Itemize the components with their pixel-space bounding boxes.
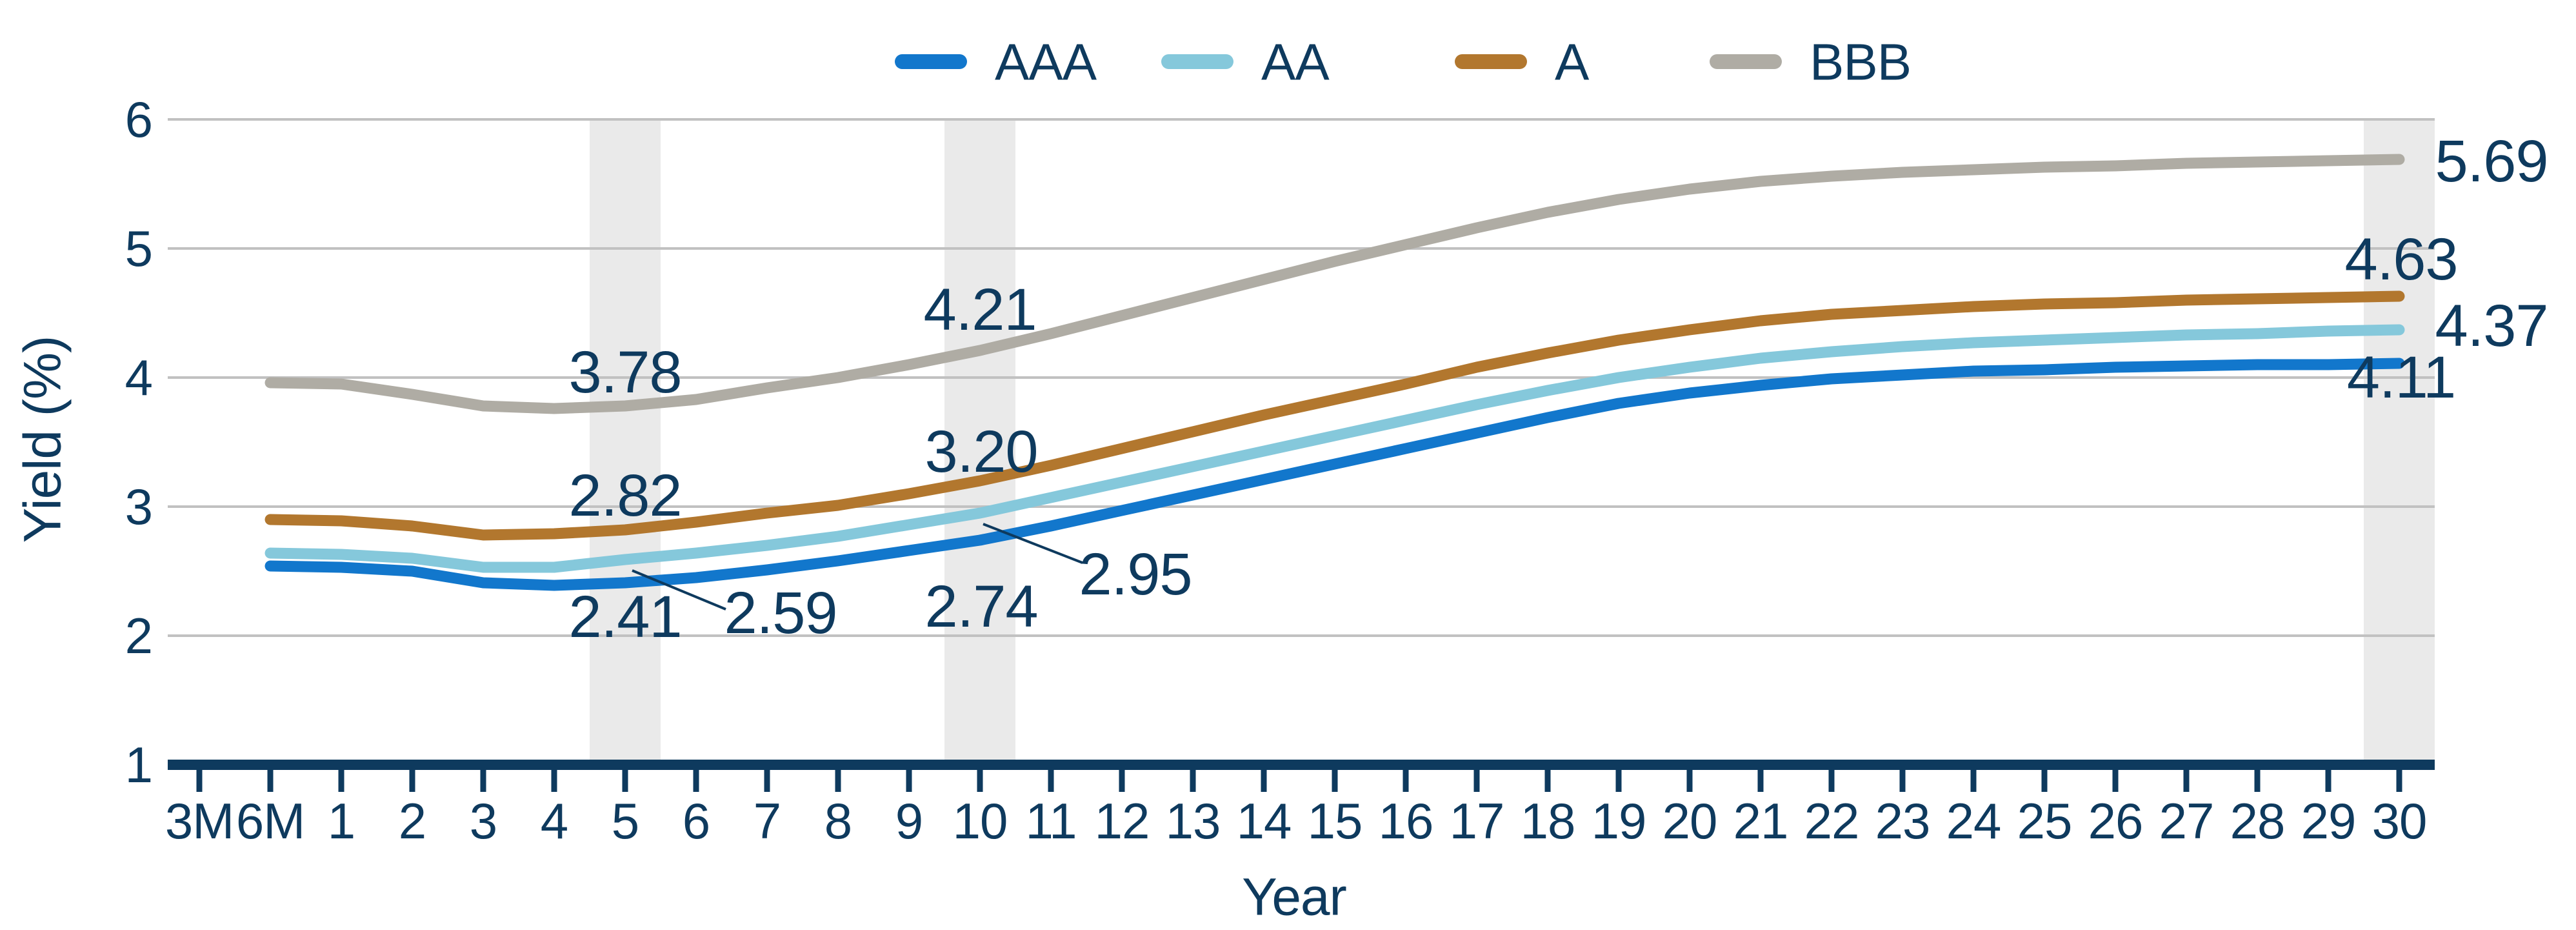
y-tick-label-5: 5 bbox=[125, 220, 152, 277]
legend-item-aa: AA bbox=[1161, 34, 1330, 91]
leader-lines bbox=[632, 523, 1083, 611]
x-axis-tick-labels: 3M 6M 1 2 3 4 5 6 7 8 9 10 11 12 13 14 15 16 17 18 19 20 21 22 2… bbox=[165, 793, 2428, 849]
data-labels: 3.78 2.82 2.59 2.41 4.21 3.20 2.95 2.74 … bbox=[568, 128, 2548, 650]
y-tick-label-3: 3 bbox=[125, 478, 152, 535]
highlight-band-10y bbox=[944, 119, 1015, 765]
data-label-aaa-30y: 4.11 bbox=[2347, 345, 2455, 410]
x-tick-label-4: 4 bbox=[541, 793, 568, 849]
y-tick-label-4: 4 bbox=[125, 349, 152, 406]
series-lines bbox=[265, 154, 2405, 591]
legend-label-bbb: BBB bbox=[1810, 34, 1911, 91]
y-tick-label-1: 1 bbox=[125, 736, 152, 793]
x-tick-label-19: 19 bbox=[1592, 793, 1646, 849]
legend-label-aa: AA bbox=[1261, 34, 1330, 91]
x-axis-title: Year bbox=[1242, 868, 1346, 927]
highlight-bands bbox=[590, 119, 2435, 765]
y-axis-title: Yield (%) bbox=[14, 336, 72, 543]
legend-item-bbb: BBB bbox=[1710, 34, 1912, 91]
leader-line-aa-10y bbox=[983, 523, 1083, 564]
data-label-aa-30y: 4.37 bbox=[2435, 293, 2548, 359]
data-label-aa-5y: 2.59 bbox=[724, 580, 837, 646]
x-tick-label-1: 1 bbox=[328, 793, 355, 849]
x-tick-label-5: 5 bbox=[612, 793, 639, 849]
y-axis-labels: 6 5 4 3 2 1 bbox=[125, 91, 153, 793]
highlight-band-5y bbox=[590, 119, 661, 765]
data-label-aa-10y: 2.95 bbox=[1079, 541, 1192, 607]
data-label-aaa-10y: 2.74 bbox=[924, 574, 1037, 640]
x-tick-label-9: 9 bbox=[895, 793, 923, 849]
x-tick-label-30: 30 bbox=[2372, 793, 2427, 849]
x-tick-label-25: 25 bbox=[2017, 793, 2072, 849]
x-tick-label-21: 21 bbox=[1733, 793, 1788, 849]
data-label-a-10y: 3.20 bbox=[924, 419, 1037, 485]
data-label-bbb-5y: 3.78 bbox=[568, 339, 681, 405]
legend-item-aaa: AAA bbox=[895, 34, 1098, 91]
series-a-line bbox=[265, 290, 2405, 541]
x-tick-label-15: 15 bbox=[1308, 793, 1363, 849]
y-tick-label-6: 6 bbox=[125, 91, 152, 148]
highlight-band-30y bbox=[2364, 119, 2435, 765]
data-label-a-5y: 2.82 bbox=[568, 463, 681, 529]
series-aa-line bbox=[265, 324, 2405, 573]
x-tick-label-6M: 6M bbox=[236, 793, 305, 849]
x-tick-label-3: 3 bbox=[470, 793, 497, 849]
x-tick-label-24: 24 bbox=[1946, 793, 2001, 849]
x-tick-label-20: 20 bbox=[1662, 793, 1717, 849]
x-tick-label-27: 27 bbox=[2159, 793, 2214, 849]
y-tick-label-2: 2 bbox=[125, 607, 152, 664]
data-label-bbb-10y: 4.21 bbox=[923, 277, 1036, 343]
data-label-a-30y: 4.63 bbox=[2344, 227, 2457, 292]
x-tick-label-22: 22 bbox=[1804, 793, 1859, 849]
legend-swatch-a-icon bbox=[1455, 54, 1527, 69]
x-tick-label-23: 23 bbox=[1875, 793, 1930, 849]
series-aaa-line bbox=[265, 358, 2405, 591]
x-tick-label-13: 13 bbox=[1166, 793, 1221, 849]
x-tick-label-2: 2 bbox=[399, 793, 426, 849]
x-tick-label-26: 26 bbox=[2088, 793, 2143, 849]
x-tick-label-3M: 3M bbox=[165, 793, 234, 849]
x-axis-ticks bbox=[196, 765, 2402, 792]
x-tick-label-8: 8 bbox=[824, 793, 852, 849]
legend-label-aaa: AAA bbox=[995, 34, 1097, 91]
legend-label-a: A bbox=[1555, 34, 1590, 91]
x-tick-label-11: 11 bbox=[1026, 793, 1077, 849]
legend: AAA AA A BBB bbox=[895, 34, 1912, 91]
x-tick-label-10: 10 bbox=[953, 793, 1008, 849]
leader-line-aa-5y bbox=[632, 569, 726, 611]
x-tick-label-29: 29 bbox=[2301, 793, 2356, 849]
x-tick-label-6: 6 bbox=[683, 793, 710, 849]
data-label-bbb-30y: 5.69 bbox=[2435, 128, 2548, 194]
series-bbb-line bbox=[265, 154, 2405, 414]
x-tick-label-17: 17 bbox=[1450, 793, 1504, 849]
x-tick-label-16: 16 bbox=[1379, 793, 1433, 849]
legend-item-a: A bbox=[1455, 34, 1590, 91]
data-label-aaa-5y: 2.41 bbox=[568, 584, 681, 650]
x-tick-label-7: 7 bbox=[754, 793, 781, 849]
x-tick-label-12: 12 bbox=[1095, 793, 1150, 849]
x-tick-label-14: 14 bbox=[1237, 793, 1292, 849]
gridlines bbox=[168, 118, 2435, 637]
x-tick-label-28: 28 bbox=[2230, 793, 2285, 849]
legend-swatch-bbb-icon bbox=[1710, 54, 1782, 69]
legend-swatch-aaa-icon bbox=[895, 54, 967, 69]
legend-swatch-aa-icon bbox=[1161, 54, 1233, 69]
x-tick-label-18: 18 bbox=[1521, 793, 1575, 849]
